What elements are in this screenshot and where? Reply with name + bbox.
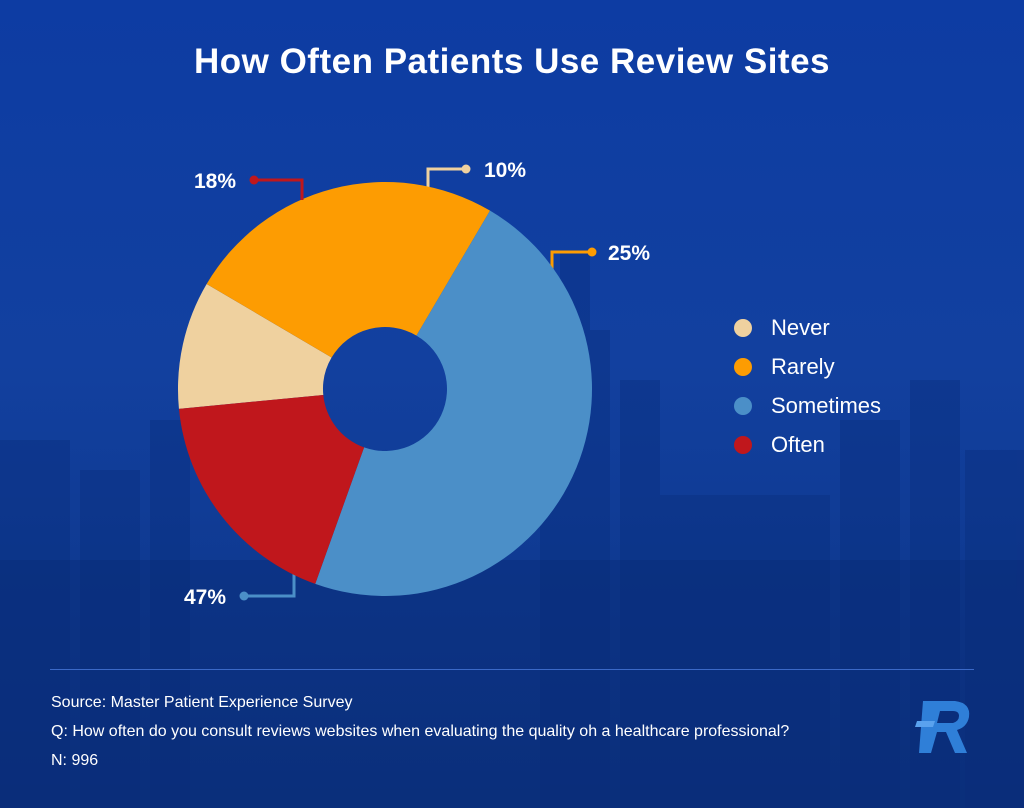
leader-dot-often xyxy=(249,175,259,185)
leader-dot-never xyxy=(461,164,471,174)
legend-item-often: Often xyxy=(734,425,881,464)
data-label-rarely: 25% xyxy=(608,242,650,265)
chart-legend: Never Rarely Sometimes Often xyxy=(734,308,881,464)
data-label-never: 10% xyxy=(484,159,526,182)
legend-item-sometimes: Sometimes xyxy=(734,386,881,425)
slice-often xyxy=(178,394,365,584)
footer: Source: Master Patient Experience Survey… xyxy=(51,693,789,780)
legend-swatch-sometimes xyxy=(734,396,752,415)
slice-rarely xyxy=(206,181,491,358)
question-text: Q: How often do you consult reviews webs… xyxy=(51,723,790,740)
source-text: Source: Master Patient Experience Survey xyxy=(51,694,353,711)
slice-sometimes xyxy=(315,210,593,596)
leader-line-sometimes xyxy=(244,570,296,598)
legend-label-sometimes: Sometimes xyxy=(771,392,882,418)
leader-line-rarely xyxy=(550,250,592,272)
slice-never xyxy=(177,283,332,409)
data-label-often: 18% xyxy=(194,170,236,193)
leader-line-often xyxy=(254,178,304,200)
legend-swatch-often xyxy=(734,435,752,454)
sample-size-text: N: 996 xyxy=(51,752,99,769)
legend-item-rarely: Rarely xyxy=(734,347,881,386)
legend-label-rarely: Rarely xyxy=(771,353,835,379)
leader-dot-rarely xyxy=(587,247,597,257)
legend-label-often: Often xyxy=(771,431,825,457)
r-logo-icon xyxy=(915,701,970,753)
legend-swatch-never xyxy=(734,318,752,337)
legend-item-never: Never xyxy=(734,308,881,347)
footer-divider xyxy=(50,669,974,670)
legend-swatch-rarely xyxy=(734,357,752,376)
leader-dot-sometimes xyxy=(239,591,249,601)
data-label-sometimes: 47% xyxy=(184,586,226,609)
legend-label-never: Never xyxy=(771,314,830,340)
leader-line-never xyxy=(426,167,466,190)
chart-title: How Often Patients Use Review Sites xyxy=(193,42,830,81)
